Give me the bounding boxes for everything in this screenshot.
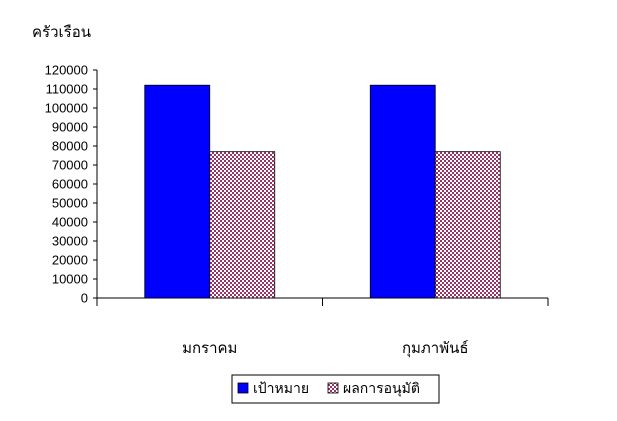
bar-target-1 — [369, 84, 436, 299]
legend: เป้าหมาย ผลการอนุมัติ — [231, 374, 440, 404]
legend-swatch-target — [237, 382, 249, 394]
legend-label-approved: ผลการอนุมัติ — [343, 381, 420, 397]
bar-approved-1 — [434, 151, 501, 299]
bar-approved-0 — [209, 151, 276, 299]
y-tick-label: 110000 — [46, 82, 88, 97]
y-tick-label: 60000 — [52, 177, 88, 192]
y-axis-unit-label: ครัวเรือน — [32, 23, 91, 41]
y-tick-label: 40000 — [52, 215, 88, 230]
y-tick-label: 50000 — [52, 196, 88, 211]
y-tick-label: 0 — [81, 291, 88, 306]
legend-swatch-approved — [327, 382, 339, 394]
y-tick-label: 20000 — [52, 253, 88, 268]
bar-target-0 — [144, 84, 211, 299]
y-tick-label: 10000 — [52, 272, 88, 287]
y-tick-label: 80000 — [52, 139, 88, 154]
y-tick-label: 30000 — [52, 234, 88, 249]
y-tick-label: 100000 — [45, 101, 88, 116]
y-tick-label: 90000 — [52, 120, 88, 135]
plot-area: 0 10000 20000 30000 40000 50000 60000 70000 8000… — [45, 63, 549, 358]
y-tick-label: 120000 — [45, 63, 88, 78]
x-category-label: มกราคม — [182, 339, 237, 357]
legend-label-target: เป้าหมาย — [253, 381, 309, 397]
x-category-label: กุมภาพันธ์ — [402, 339, 469, 358]
y-tick-label: 70000 — [52, 158, 88, 173]
